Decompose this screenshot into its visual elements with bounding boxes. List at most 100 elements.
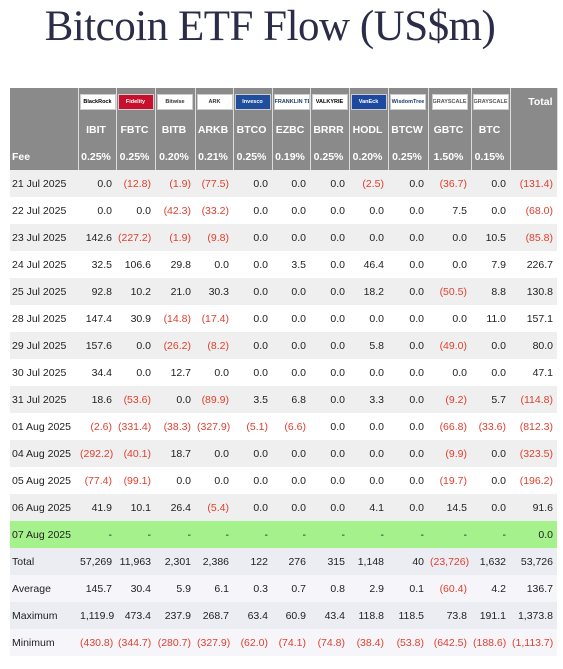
flow-cell: 0.0: [388, 413, 428, 440]
flow-cell: 0.0: [388, 494, 428, 521]
flow-cell: 0.0: [349, 197, 388, 224]
stat-cell: (327.9): [195, 629, 233, 656]
total-cell: (812.3): [510, 413, 557, 440]
flow-cell: 0.0: [195, 251, 233, 278]
stat-cell: 315: [310, 548, 349, 575]
logo-cell: VanEck: [349, 88, 389, 116]
flow-cell: 0.0: [233, 170, 272, 197]
flow-cell: 0.0: [310, 224, 349, 251]
issuer-logo: VanEck: [350, 94, 387, 110]
total-cell: (85.8): [510, 224, 557, 251]
flow-cell: -: [471, 521, 510, 548]
flow-cell: 0.0: [428, 305, 471, 332]
empty-cell: [510, 116, 558, 143]
logo-cell: BlackRock: [78, 88, 117, 116]
flow-cell: (66.8): [428, 413, 471, 440]
flow-cell: 29.8: [155, 251, 195, 278]
issuer-logo: ARK: [196, 94, 232, 110]
flow-cell: -: [233, 521, 272, 548]
date-label: 29 Jul 2025: [10, 332, 78, 359]
total-cell: 130.8: [510, 278, 557, 305]
flow-cell: 30.9: [116, 305, 155, 332]
flow-cell: 0.0: [310, 332, 349, 359]
flow-cell: 10.2: [116, 278, 155, 305]
logo-cell: GRAYSCALE: [428, 88, 472, 116]
flow-cell: 157.6: [78, 332, 116, 359]
flow-cell: 3.3: [349, 386, 388, 413]
stat-row: Total 57,269 11,963 2,301 2,386 122 276 315 1,14…: [10, 548, 557, 575]
flow-cell: 32.5: [78, 251, 116, 278]
flow-cell: 3.5: [272, 251, 310, 278]
stat-cell: 63.4: [233, 602, 272, 629]
stat-cell: 6.1: [195, 575, 233, 602]
flow-cell: 0.0: [388, 170, 428, 197]
flow-cell: 26.4: [155, 494, 195, 521]
ticker: BRRR: [310, 116, 350, 143]
flow-cell: 0.0: [471, 332, 510, 359]
stat-cell: 73.8: [428, 602, 471, 629]
issuer-logo: FRANKLIN TEMPLETON: [273, 94, 309, 110]
stat-cell: 1,632: [471, 548, 510, 575]
flow-cell: 0.0: [272, 467, 310, 494]
fee: 0.19%: [272, 143, 311, 170]
flow-cell: (89.9): [195, 386, 233, 413]
flow-cell: 0.0: [388, 305, 428, 332]
fee: 0.15%: [471, 143, 511, 170]
flow-cell: (77.4): [78, 467, 116, 494]
flow-cell: 0.0: [471, 440, 510, 467]
flow-cell: (38.3): [155, 413, 195, 440]
date-row: 24 Jul 2025 32.5 106.6 29.8 0.0 0.0 3.5 0.0 46.4…: [10, 251, 557, 278]
flow-cell: 0.0: [116, 359, 155, 386]
stat-cell: 1,148: [349, 548, 388, 575]
fee: 0.25%: [388, 143, 429, 170]
ticker: ARKB: [195, 116, 234, 143]
flow-cell: 0.0: [349, 413, 388, 440]
flow-cell: 147.4: [78, 305, 116, 332]
stat-cell: 145.7: [78, 575, 116, 602]
stat-cell: (1,113.7): [510, 629, 557, 656]
flow-cell: 10.5: [471, 224, 510, 251]
stat-cell: (53.8): [388, 629, 428, 656]
flow-cell: 0.0: [349, 467, 388, 494]
flow-cell: (50.5): [428, 278, 471, 305]
flow-cell: 18.6: [78, 386, 116, 413]
total-cell: 157.1: [510, 305, 557, 332]
stat-cell: 1,373.8: [510, 602, 557, 629]
flow-cell: (19.7): [428, 467, 471, 494]
fee-row: Fee 0.25% 0.25% 0.20% 0.21% 0.25% 0.19% 0.25% 0.…: [10, 143, 558, 170]
flow-cell: (331.4): [116, 413, 155, 440]
flow-cell: 0.0: [471, 170, 510, 197]
logo-cell: ARK: [195, 88, 234, 116]
fee: 0.25%: [116, 143, 156, 170]
flow-cell: 0.0: [310, 170, 349, 197]
flow-cell: (36.7): [428, 170, 471, 197]
flow-cell: 0.0: [116, 332, 155, 359]
stat-cell: 118.5: [388, 602, 428, 629]
date-label: 06 Aug 2025: [10, 494, 78, 521]
stat-label: Average: [10, 575, 78, 602]
flow-cell: (2.6): [78, 413, 116, 440]
flow-cell: 0.0: [471, 494, 510, 521]
flow-cell: 0.0: [310, 467, 349, 494]
logo-cell: Invesco: [233, 88, 273, 116]
flow-cell: (77.5): [195, 170, 233, 197]
flow-cell: 0.0: [272, 359, 310, 386]
total-cell: 47.1: [510, 359, 557, 386]
ticker: BTCW: [388, 116, 429, 143]
flow-cell: 0.0: [388, 224, 428, 251]
stat-cell: 1,119.9: [78, 602, 116, 629]
date-label: 01 Aug 2025: [10, 413, 78, 440]
flow-cell: 0.0: [310, 440, 349, 467]
date-row: 07 Aug 2025- - - - - - - - - - -0.0: [10, 521, 557, 548]
flow-cell: 0.0: [272, 332, 310, 359]
flow-cell: 0.0: [471, 467, 510, 494]
flow-cell: 0.0: [155, 386, 195, 413]
flow-cell: 34.4: [78, 359, 116, 386]
flow-cell: 0.0: [428, 359, 471, 386]
flow-cell: 14.5: [428, 494, 471, 521]
flow-cell: 0.0: [272, 170, 310, 197]
flow-cell: 0.0: [233, 332, 272, 359]
flow-cell: 10.1: [116, 494, 155, 521]
stat-cell: 2,301: [155, 548, 195, 575]
flow-cell: 6.8: [272, 386, 310, 413]
